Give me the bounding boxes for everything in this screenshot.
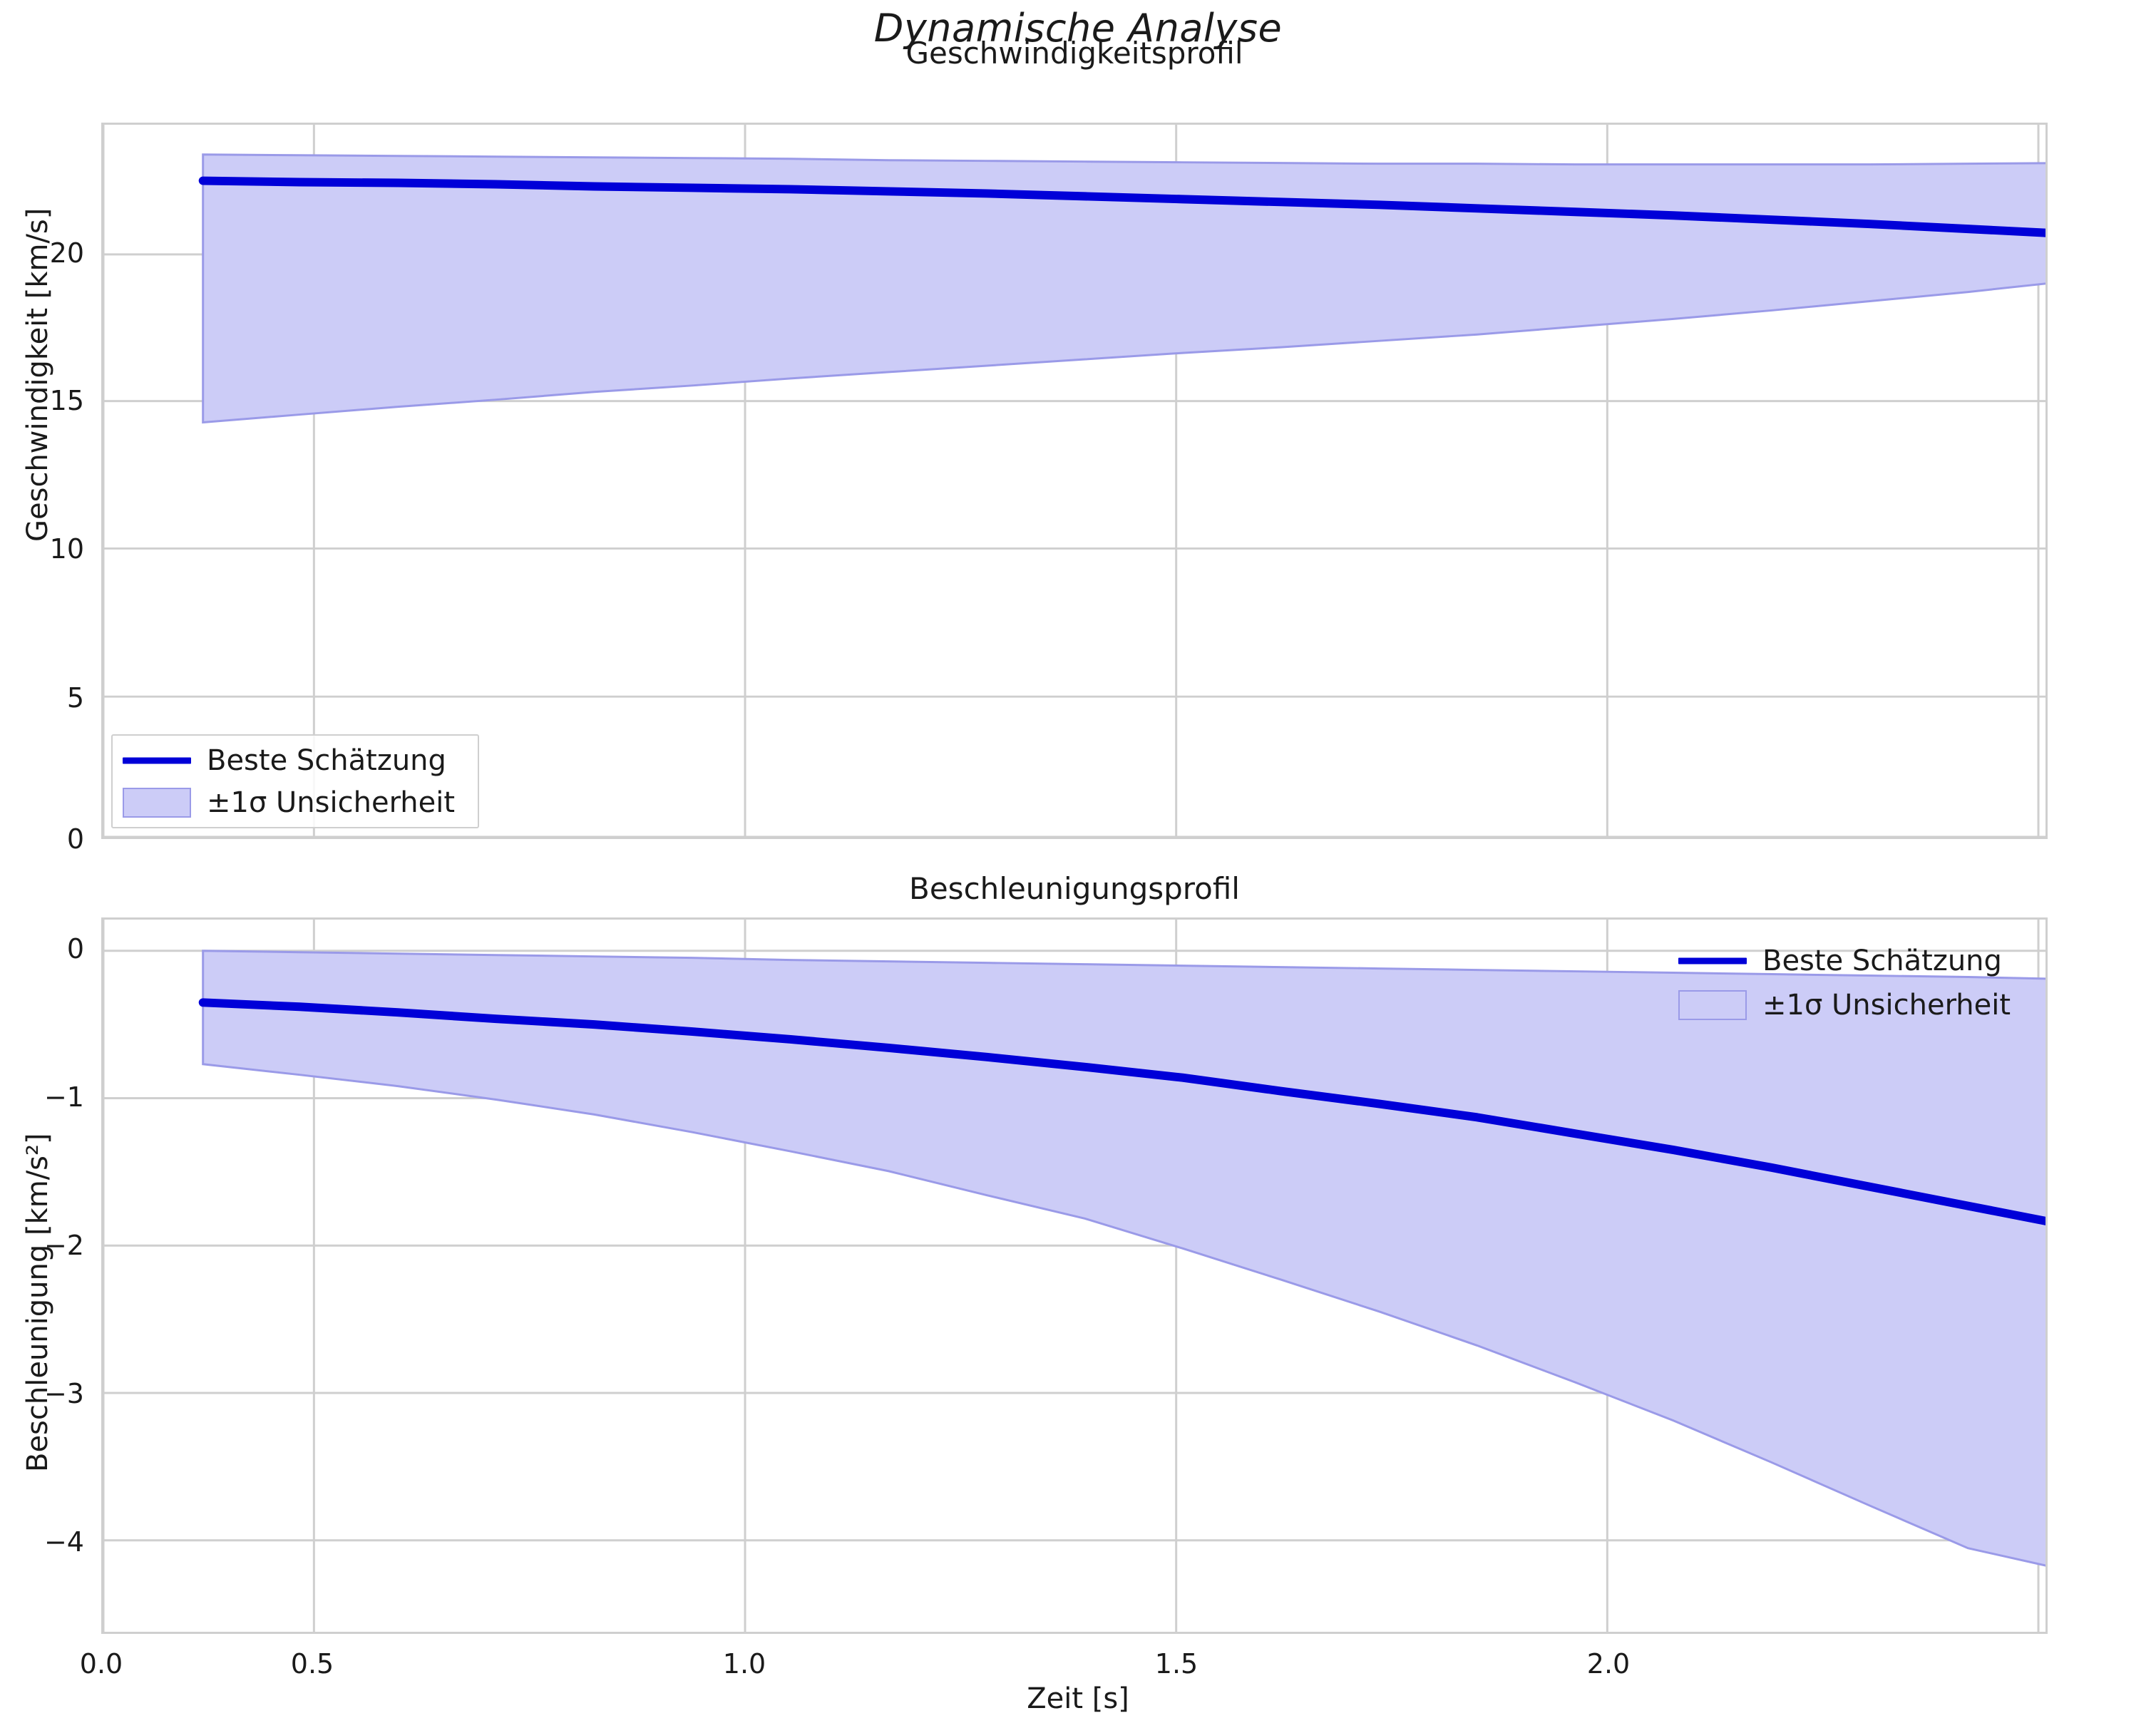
xtick-3: 1.5 [1154, 1648, 1198, 1680]
bottom-legend-line-label: Beste Schätzung [1762, 945, 2002, 977]
top-plot-svg [103, 125, 2045, 837]
top-subplot-title: Geschwindigkeitsprofil [905, 36, 1243, 71]
top-legend: Beste Schätzung ±1σ Unsicherheit [111, 734, 479, 828]
xtick-2: 1.0 [722, 1648, 766, 1680]
x-axis-label: Zeit [s] [1027, 1682, 1129, 1715]
top-ytick-20: 20 [49, 237, 84, 269]
top-ytick-5: 5 [66, 682, 84, 714]
bottom-ytick-neg2: −2 [43, 1230, 84, 1261]
legend-line-swatch-icon [1678, 947, 1747, 975]
bottom-ytick-0: 0 [66, 933, 84, 965]
figure-suptitle: Dynamische Analyse [873, 6, 1283, 51]
legend-band-swatch-icon [123, 787, 191, 818]
top-uncertainty-band [202, 153, 2045, 424]
top-legend-row-line: Beste Schätzung [123, 744, 463, 776]
bottom-legend: Beste Schätzung ±1σ Unsicherheit [1668, 935, 2046, 1032]
top-plot-area [101, 123, 2048, 839]
top-ytick-0: 0 [66, 823, 84, 855]
xtick-0: 0.0 [79, 1648, 123, 1680]
xtick-1: 0.5 [290, 1648, 334, 1680]
top-ytick-15: 15 [49, 385, 84, 416]
bottom-plot-area [101, 917, 2048, 1634]
top-ytick-10: 10 [49, 533, 84, 565]
bottom-legend-band-label: ±1σ Unsicherheit [1762, 989, 2011, 1022]
xtick-4: 2.0 [1586, 1648, 1631, 1680]
bottom-plot-svg [103, 920, 2045, 1632]
bottom-best-estimate-line [198, 998, 2045, 1225]
bottom-subplot-title: Beschleunigungsprofil [909, 871, 1240, 906]
bottom-ytick-neg1: −1 [43, 1081, 84, 1113]
bottom-y-axis-label: Beschleunigung [km/s²] [21, 1133, 54, 1472]
top-legend-line-label: Beste Schätzung [207, 744, 446, 777]
bottom-ytick-neg4: −4 [43, 1526, 84, 1558]
bottom-legend-row-line: Beste Schätzung [1678, 944, 2032, 978]
top-best-estimate-line [198, 176, 2045, 237]
bottom-ytick-neg3: −3 [43, 1378, 84, 1409]
top-legend-band-label: ±1σ Unsicherheit [207, 786, 456, 819]
legend-line-swatch-icon [123, 746, 191, 775]
bottom-legend-row-band: ±1σ Unsicherheit [1678, 988, 2032, 1022]
top-legend-row-band: ±1σ Unsicherheit [123, 786, 463, 818]
bottom-uncertainty-band [202, 950, 2045, 1567]
legend-band-swatch-icon [1678, 990, 1747, 1020]
